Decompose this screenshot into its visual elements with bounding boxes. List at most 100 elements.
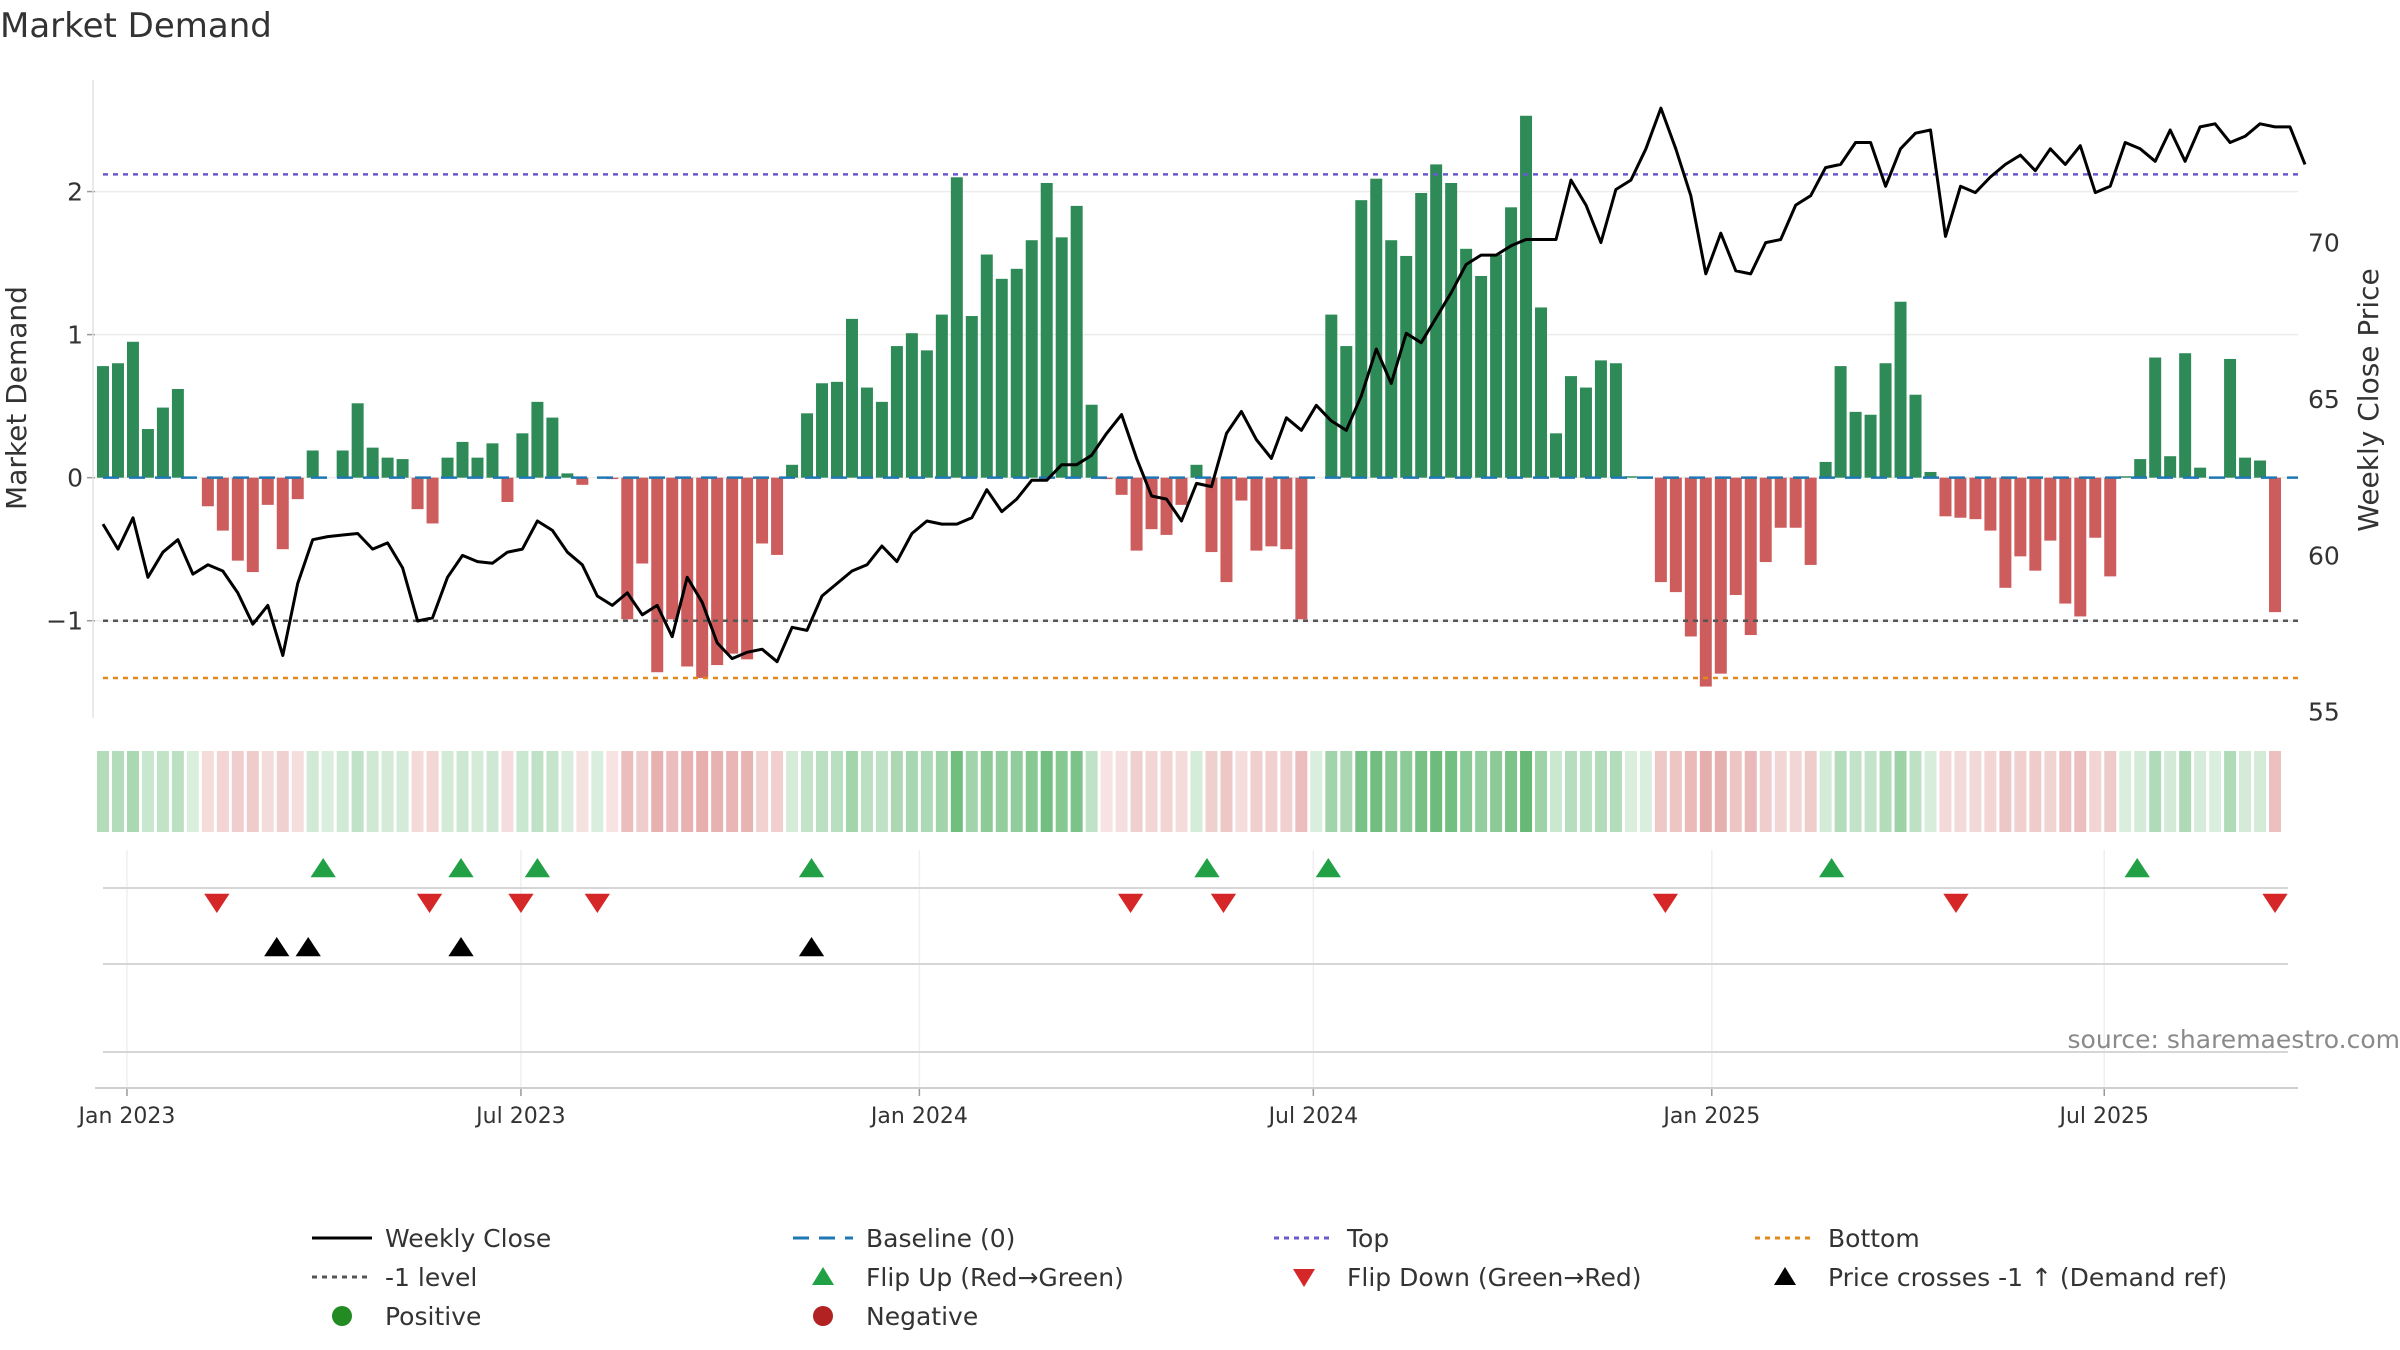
positive-demand-bar — [1070, 205, 1083, 478]
heat-cell — [186, 751, 199, 832]
heat-cell — [950, 751, 963, 832]
heat-cell — [2269, 751, 2282, 832]
heat-cell — [801, 751, 814, 832]
heat-cell — [1115, 751, 1128, 832]
heat-cell — [2089, 751, 2102, 832]
heat-cell — [276, 751, 289, 832]
positive-demand-bar — [2134, 459, 2147, 478]
legend-label: Price crosses -1 ↑ (Demand ref) — [1828, 1263, 2227, 1292]
heat-cell — [621, 751, 634, 832]
negative-demand-bar — [2059, 477, 2072, 604]
legend-label: Bottom — [1828, 1224, 1920, 1253]
heat-cell — [2209, 751, 2222, 832]
heat-cell — [126, 751, 139, 832]
heat-cell — [531, 751, 544, 832]
flip-up-marker — [310, 858, 336, 878]
flip-down-marker — [1943, 893, 1969, 913]
legend-label: Top — [1346, 1224, 1389, 1253]
negative-demand-bar — [1175, 477, 1188, 505]
x-tick-label: Jul 2025 — [2057, 1104, 2149, 1129]
heat-cell — [2194, 751, 2207, 832]
heat-cell — [2179, 751, 2192, 832]
demand-bars — [97, 115, 2282, 687]
heat-cell — [1160, 751, 1173, 832]
negative-demand-bar — [276, 477, 289, 550]
positive-demand-bar — [935, 314, 948, 478]
heat-cell — [1774, 751, 1787, 832]
heat-cell — [1550, 751, 1562, 832]
heat-cell — [2134, 751, 2147, 832]
heat-cell — [920, 751, 933, 832]
negative-demand-bar — [756, 477, 769, 544]
grid-layer — [95, 190, 2298, 1088]
flip-down-marker — [1210, 893, 1237, 913]
negative-demand-bar — [1744, 477, 1757, 636]
positive-demand-bar — [1400, 255, 1413, 478]
negative-demand-bar — [726, 477, 739, 654]
negative-demand-bar — [771, 477, 784, 555]
heat-cell — [1430, 751, 1443, 832]
heat-cell — [2239, 751, 2252, 832]
heat-cell — [1055, 751, 1068, 832]
heat-cell — [1999, 751, 2012, 832]
positive-demand-bar — [441, 457, 454, 478]
heat-cell — [1789, 751, 1802, 832]
heat-cell — [246, 751, 259, 832]
heat-cell — [1190, 751, 1203, 832]
heat-cell — [1924, 751, 1937, 832]
negative-demand-bar — [2014, 477, 2027, 557]
heat-cell — [576, 751, 589, 832]
heat-cell — [845, 751, 858, 832]
heat-cell — [1505, 751, 1518, 832]
chart-title: Market Demand — [0, 6, 272, 46]
negative-demand-bar — [2089, 477, 2102, 538]
heat-cell — [1684, 751, 1697, 832]
positive-demand-bar — [2149, 357, 2162, 478]
heat-cell — [816, 751, 829, 832]
positive-demand-bar — [1849, 411, 1862, 478]
heat-cell — [441, 751, 454, 832]
heat-cell — [2224, 751, 2237, 832]
y-tick-label-left: 2 — [67, 178, 83, 207]
heat-cell — [1954, 751, 1967, 832]
heat-cell — [1654, 751, 1667, 832]
positive-demand-bar — [97, 366, 109, 478]
flip-up-marker — [2124, 858, 2150, 878]
positive-demand-bar — [1505, 207, 1518, 478]
positive-demand-bar — [965, 316, 978, 478]
heat-cell — [1834, 751, 1847, 832]
heat-cell — [1415, 751, 1428, 832]
heat-cell — [1939, 751, 1952, 832]
flip-down-marker — [2262, 893, 2288, 913]
heat-cell — [1100, 751, 1113, 832]
x-tick-label: Jan 2023 — [77, 1104, 176, 1129]
heat-cell — [1385, 751, 1398, 832]
positive-demand-bar — [141, 429, 154, 478]
heat-cell — [1145, 751, 1158, 832]
negative-demand-bar — [1999, 477, 2012, 588]
positive-demand-bar — [2254, 460, 2267, 478]
positive-demand-bar — [456, 441, 469, 478]
heat-cell — [396, 751, 409, 832]
heat-cell — [1445, 751, 1458, 832]
positive-demand-bar — [156, 407, 169, 478]
positive-demand-bar — [905, 333, 918, 478]
heat-cell — [111, 751, 124, 832]
heat-cell — [890, 751, 903, 832]
negative-demand-bar — [666, 477, 679, 620]
heat-cell — [726, 751, 739, 832]
heat-cell — [1984, 751, 1997, 832]
positive-demand-bar — [1894, 301, 1907, 478]
negative-demand-bar — [1280, 477, 1293, 550]
negative-demand-bar — [1774, 477, 1787, 528]
weekly-close-line — [101, 106, 2307, 664]
negative-demand-bar — [1145, 477, 1158, 530]
heat-cell — [1579, 751, 1592, 832]
negative-demand-bar — [1160, 477, 1173, 535]
heat-cell — [681, 751, 694, 832]
heat-cell — [306, 751, 319, 832]
heat-cell — [2029, 751, 2042, 832]
negative-demand-bar — [711, 477, 724, 666]
heat-cell — [696, 751, 709, 832]
legend-swatch-dot — [332, 1306, 352, 1326]
